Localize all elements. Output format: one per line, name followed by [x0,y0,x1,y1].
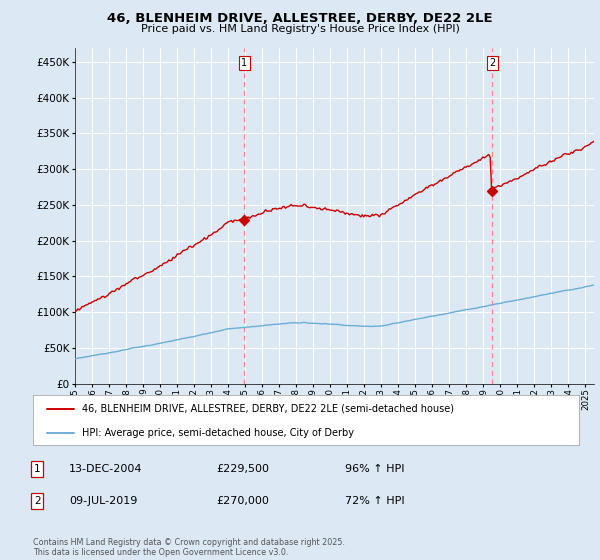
Text: 2: 2 [34,496,41,506]
Text: 09-JUL-2019: 09-JUL-2019 [69,496,137,506]
Text: 1: 1 [241,58,248,68]
Text: 46, BLENHEIM DRIVE, ALLESTREE, DERBY, DE22 2LE (semi-detached house): 46, BLENHEIM DRIVE, ALLESTREE, DERBY, DE… [82,404,454,414]
Text: £229,500: £229,500 [216,464,269,474]
Text: Price paid vs. HM Land Registry's House Price Index (HPI): Price paid vs. HM Land Registry's House … [140,24,460,34]
Text: 46, BLENHEIM DRIVE, ALLESTREE, DERBY, DE22 2LE: 46, BLENHEIM DRIVE, ALLESTREE, DERBY, DE… [107,12,493,25]
Text: 96% ↑ HPI: 96% ↑ HPI [345,464,404,474]
Text: 2: 2 [489,58,496,68]
Text: 72% ↑ HPI: 72% ↑ HPI [345,496,404,506]
Text: HPI: Average price, semi-detached house, City of Derby: HPI: Average price, semi-detached house,… [82,428,354,437]
Text: Contains HM Land Registry data © Crown copyright and database right 2025.
This d: Contains HM Land Registry data © Crown c… [33,538,345,557]
Text: £270,000: £270,000 [216,496,269,506]
Text: 13-DEC-2004: 13-DEC-2004 [69,464,143,474]
Text: 1: 1 [34,464,41,474]
